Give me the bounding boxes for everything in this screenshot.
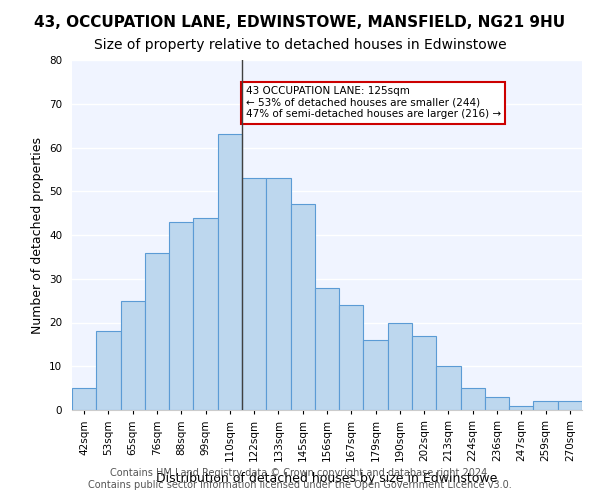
Bar: [193, 218, 218, 410]
Bar: [121, 300, 145, 410]
Text: Size of property relative to detached houses in Edwinstowe: Size of property relative to detached ho…: [94, 38, 506, 52]
X-axis label: Distribution of detached houses by size in Edwinstowe: Distribution of detached houses by size …: [157, 472, 497, 486]
Bar: [145, 252, 169, 410]
Bar: [96, 331, 121, 410]
Bar: [364, 340, 388, 410]
Text: 43 OCCUPATION LANE: 125sqm
← 53% of detached houses are smaller (244)
47% of sem: 43 OCCUPATION LANE: 125sqm ← 53% of deta…: [245, 86, 501, 120]
Bar: [485, 397, 509, 410]
Bar: [315, 288, 339, 410]
Bar: [169, 222, 193, 410]
Bar: [339, 305, 364, 410]
Text: Contains HM Land Registry data © Crown copyright and database right 2024.
Contai: Contains HM Land Registry data © Crown c…: [88, 468, 512, 490]
Bar: [72, 388, 96, 410]
Y-axis label: Number of detached properties: Number of detached properties: [31, 136, 44, 334]
Bar: [412, 336, 436, 410]
Bar: [533, 401, 558, 410]
Bar: [290, 204, 315, 410]
Bar: [436, 366, 461, 410]
Bar: [218, 134, 242, 410]
Bar: [461, 388, 485, 410]
Bar: [558, 401, 582, 410]
Text: 43, OCCUPATION LANE, EDWINSTOWE, MANSFIELD, NG21 9HU: 43, OCCUPATION LANE, EDWINSTOWE, MANSFIE…: [34, 15, 566, 30]
Bar: [388, 322, 412, 410]
Bar: [242, 178, 266, 410]
Bar: [266, 178, 290, 410]
Bar: [509, 406, 533, 410]
